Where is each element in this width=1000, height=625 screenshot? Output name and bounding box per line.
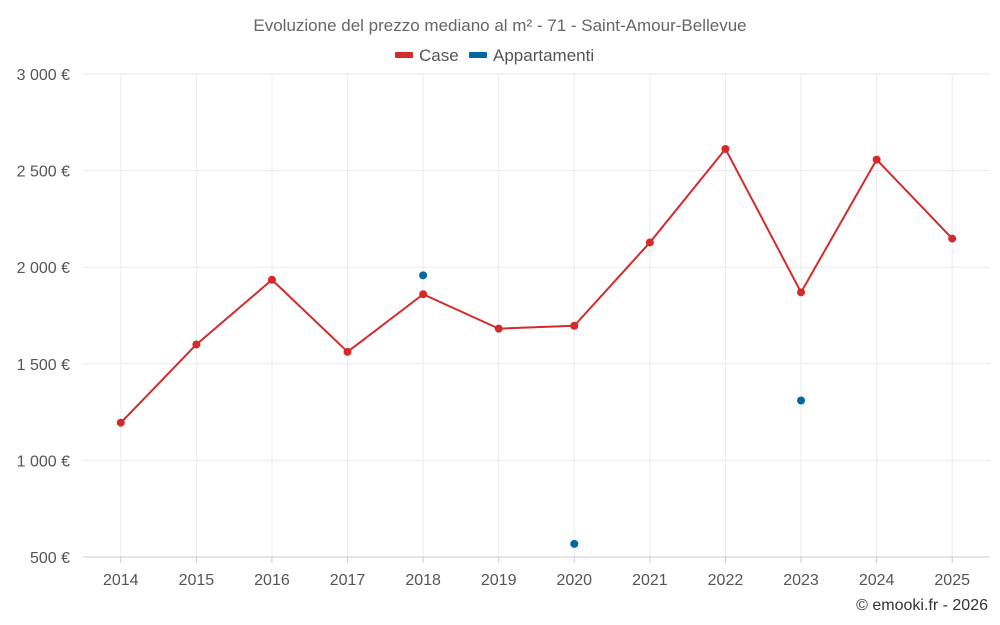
x-tick-label: 2015 bbox=[179, 572, 215, 589]
data-point-case[interactable] bbox=[948, 234, 957, 243]
data-point-case[interactable] bbox=[267, 275, 276, 284]
series bbox=[116, 144, 957, 548]
chart-title: Evoluzione del prezzo mediano al m² - 71… bbox=[253, 16, 746, 35]
x-tick-label: 2021 bbox=[632, 572, 668, 589]
y-tick-label: 1 000 € bbox=[17, 453, 70, 470]
x-tick-label: 2023 bbox=[783, 572, 819, 589]
y-tick-label: 2 000 € bbox=[17, 260, 70, 277]
x-tick-label: 2022 bbox=[708, 572, 744, 589]
data-point-case[interactable] bbox=[797, 288, 806, 297]
data-point-appartamenti[interactable] bbox=[797, 396, 806, 405]
legend-item-appartamenti[interactable]: Appartamenti bbox=[469, 46, 594, 65]
series-appartamenti bbox=[419, 271, 806, 548]
x-tick-label: 2018 bbox=[405, 572, 441, 589]
legend: Case Appartamenti bbox=[395, 46, 594, 65]
data-point-appartamenti[interactable] bbox=[419, 271, 428, 280]
x-tick-label: 2024 bbox=[859, 572, 895, 589]
data-point-case[interactable] bbox=[192, 340, 201, 349]
legend-swatch-appartamenti bbox=[469, 52, 487, 58]
x-tick-label: 2017 bbox=[330, 572, 366, 589]
data-point-case[interactable] bbox=[721, 144, 730, 153]
credit: © emooki.fr - 2026 bbox=[856, 597, 988, 614]
y-tick-label: 1 500 € bbox=[17, 357, 70, 374]
x-tick-label: 2019 bbox=[481, 572, 517, 589]
legend-label-case: Case bbox=[419, 46, 459, 65]
data-point-case[interactable] bbox=[872, 155, 881, 164]
legend-label-appartamenti: Appartamenti bbox=[493, 46, 594, 65]
data-point-case[interactable] bbox=[494, 324, 503, 333]
x-tick-label: 2016 bbox=[254, 572, 290, 589]
grid bbox=[83, 73, 990, 557]
series-line-case bbox=[120, 147, 953, 424]
y-tick-label: 3 000 € bbox=[17, 67, 70, 84]
data-point-case[interactable] bbox=[116, 418, 125, 427]
data-point-case[interactable] bbox=[343, 347, 352, 356]
legend-item-case[interactable]: Case bbox=[395, 46, 459, 65]
legend-swatch-case bbox=[395, 52, 413, 58]
data-point-appartamenti[interactable] bbox=[570, 539, 579, 548]
series-case bbox=[116, 144, 957, 427]
data-point-case[interactable] bbox=[419, 290, 428, 299]
data-point-case[interactable] bbox=[570, 321, 579, 330]
x-tick-label: 2020 bbox=[556, 572, 592, 589]
axes: 500 € 1 000 € 1 500 € 2 000 € 2 500 € 3 000 €… bbox=[17, 67, 990, 589]
y-tick-label: 2 500 € bbox=[17, 164, 70, 181]
y-tick-label: 500 € bbox=[30, 550, 70, 567]
x-tick-label: 2014 bbox=[103, 572, 139, 589]
data-point-case[interactable] bbox=[645, 238, 654, 247]
x-tick-label: 2025 bbox=[934, 572, 970, 589]
